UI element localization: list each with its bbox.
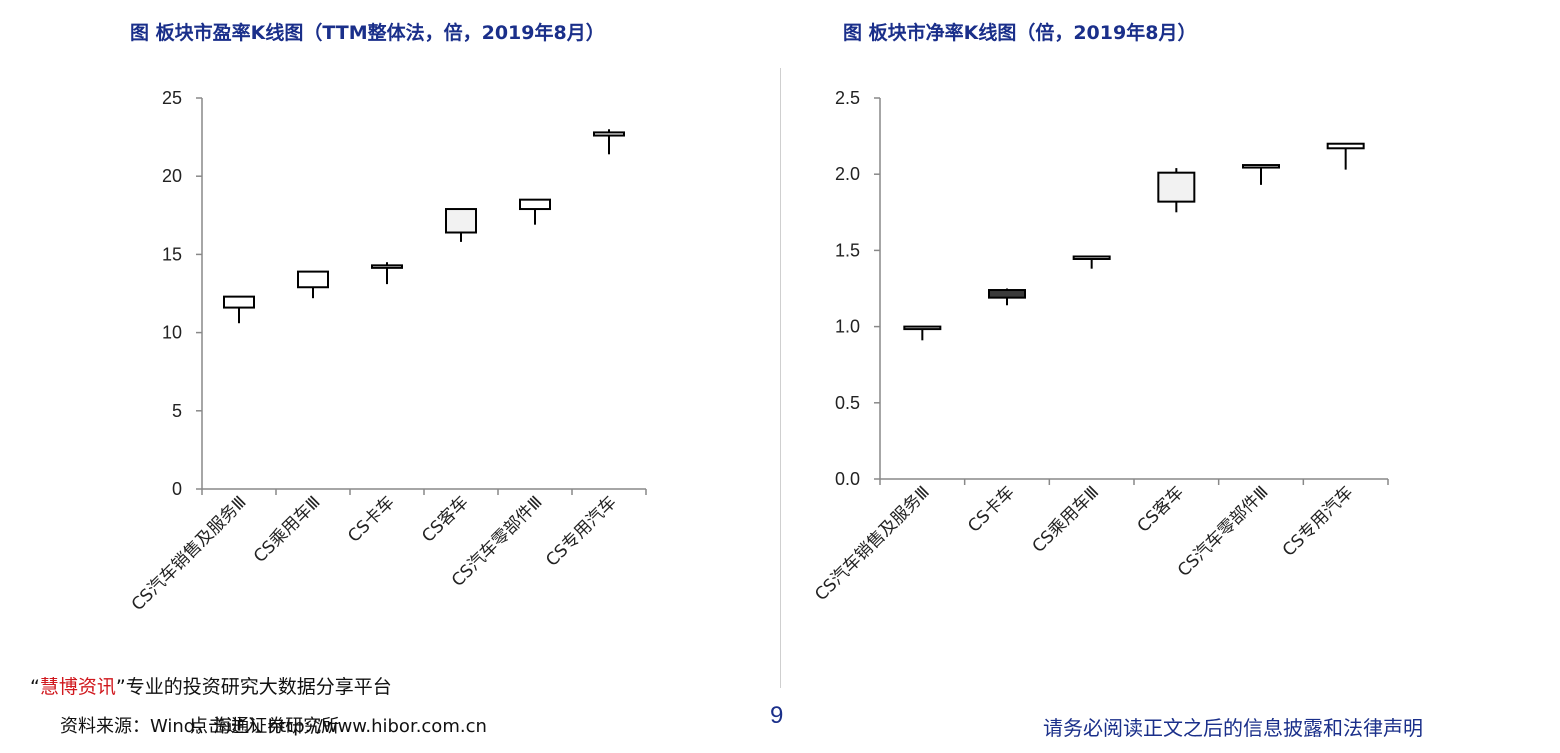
candle xyxy=(297,270,329,299)
y-tick-label: 10 xyxy=(162,323,182,343)
candle xyxy=(903,325,942,341)
candle-body xyxy=(593,131,625,137)
candle xyxy=(519,198,551,225)
candle xyxy=(1072,255,1111,269)
y-tick-label: 0.5 xyxy=(835,393,860,413)
disclaimer: 请务必阅读正文之后的信息披露和法律声明 xyxy=(1043,716,1423,740)
y-tick-label: 25 xyxy=(162,88,182,108)
candle-body xyxy=(1072,255,1111,260)
source-text: 资料来源：Wind，海通证券研究所 xyxy=(60,716,340,737)
candle-body xyxy=(903,325,942,331)
site-link[interactable]: 点击进入 http://www.hibor.com.cn xyxy=(190,716,487,737)
category-label: CS客车 xyxy=(1134,482,1188,536)
candle xyxy=(223,295,255,324)
candle-body xyxy=(445,208,477,234)
category-label: CS专用汽车 xyxy=(1279,482,1357,560)
watermark-text: “慧博资讯”专业的投资研究大数据分享平台 xyxy=(30,672,392,699)
watermark-rest: ”专业的投资研究大数据分享平台 xyxy=(115,676,392,698)
candle xyxy=(988,288,1026,306)
category-label: CS卡车 xyxy=(964,482,1018,536)
candle-body xyxy=(1326,142,1365,150)
chart-title-pb: 图 板块市净率K线图（倍，2019年8月） xyxy=(843,22,1197,44)
y-tick-label: 0.0 xyxy=(835,469,860,489)
y-tick-label: 2.0 xyxy=(835,164,860,184)
candle-body xyxy=(1157,171,1196,203)
watermark-open-quote: “ xyxy=(30,676,40,698)
watermark-brand[interactable]: 慧博资讯 xyxy=(39,676,116,698)
candle xyxy=(1157,168,1196,213)
category-label: CS汽车零部件Ⅲ xyxy=(1174,482,1273,581)
column-divider xyxy=(780,68,781,688)
chart-title-pe: 图 板块市盈率K线图（TTM整体法，倍，2019年8月） xyxy=(130,22,605,44)
y-tick-label: 20 xyxy=(162,166,182,186)
candle-body xyxy=(223,295,255,309)
candle xyxy=(1326,142,1365,170)
candle-body xyxy=(988,289,1026,299)
y-tick-label: 1.0 xyxy=(835,317,860,337)
candle-body xyxy=(371,264,403,269)
y-tick-label: 15 xyxy=(162,244,182,264)
candle xyxy=(371,262,403,285)
y-tick-label: 1.5 xyxy=(835,240,860,260)
y-tick-label: 0 xyxy=(172,479,182,499)
candle xyxy=(445,208,477,242)
page-number: 9 xyxy=(770,702,784,729)
y-tick-label: 5 xyxy=(172,401,182,421)
candle xyxy=(593,129,625,155)
source-note: 资料来源：Wind，海通证券研究所 点击进入 http://www.hibor.… xyxy=(60,712,487,738)
candle xyxy=(1242,164,1280,185)
category-label: CS汽车销售及服务Ⅲ xyxy=(811,482,934,605)
candle-body xyxy=(297,270,329,289)
category-label: CS乘用车Ⅲ xyxy=(1029,482,1104,557)
candle-body xyxy=(1242,164,1280,169)
y-tick-label: 2.5 xyxy=(835,88,860,108)
candle-body xyxy=(519,198,551,211)
